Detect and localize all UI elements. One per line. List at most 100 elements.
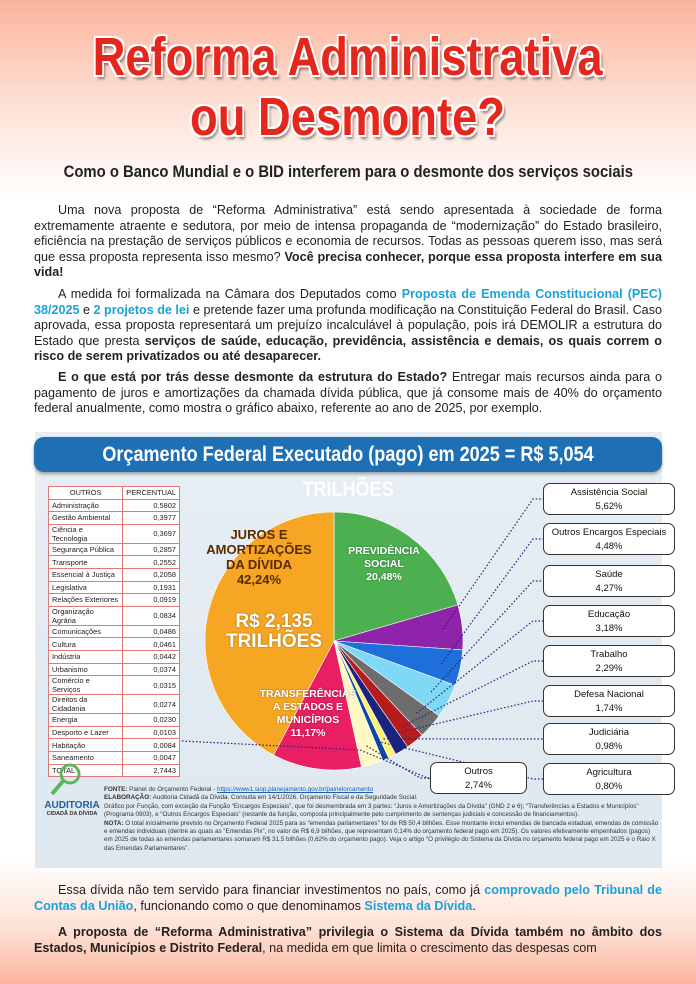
paragraph: A medida foi formalizada na Câmara dos D…	[34, 287, 662, 365]
text-run: e	[79, 302, 94, 317]
connector	[181, 740, 431, 780]
paragraph: E o que está por trás desse desmonte da …	[34, 370, 662, 417]
logo-subname: CIDADÃ DA DÍVIDA	[46, 811, 98, 817]
text-run: Uma nova proposta de “Reforma Administra…	[34, 203, 662, 264]
title-line: Reforma Administrativa	[0, 28, 696, 86]
logo-icon	[50, 763, 81, 796]
note: ELABORAÇÃO: Auditoria Cidadã da Dívida. …	[104, 794, 660, 802]
callout-name: Assistência Social	[570, 487, 648, 498]
paragraph: Uma nova proposta de “Reforma Administra…	[34, 203, 662, 281]
text-run: https://www1.siop.planejamento.gov.br/pa…	[217, 786, 374, 793]
callout-name: Outros	[464, 766, 493, 777]
subtitle-text: Como o Banco Mundial e o BID interferem …	[63, 163, 633, 181]
callout-value: 2,74%	[465, 780, 492, 791]
table-row: Saneamento 0,0047	[47, 750, 180, 765]
text-run: .	[472, 898, 476, 913]
text-run: comprovado pelo Tribunal de Contas da Un…	[34, 883, 663, 913]
table-row: Ciência e Tecnologia 0,3697	[47, 523, 180, 544]
logo-name: AUDITORIA	[44, 800, 100, 811]
text-run: Painel do Orçamento Federal -	[127, 786, 218, 793]
callout-name: Agricultura	[586, 767, 632, 778]
callout: Saúde 4,27%	[543, 565, 675, 597]
callout-name: Trabalho	[590, 649, 628, 660]
note: NOTA: O total inicialmente previsto no O…	[104, 820, 660, 854]
magnifier-handle	[50, 779, 65, 796]
slice-label: PREVIDÊNCIA SOCIAL 20,48%	[328, 545, 440, 584]
slice-name: TRANSFERÊNCIAS A ESTADOS E MUNICÍPIOS	[259, 688, 357, 726]
table-cell: 0,0230	[122, 713, 180, 727]
table-row: Desporto e Lazer 0,0103	[47, 725, 180, 740]
slice-value: 11,17%	[290, 727, 326, 739]
logo: AUDITORIA CIDADÃ DA DÍVIDA	[40, 762, 104, 817]
callout: Agricultura 0,80%	[543, 763, 675, 795]
text-run: NOTA:	[104, 819, 124, 827]
callout: Judiciária 0,98%	[543, 723, 675, 755]
table-cell: Ciência e Tecnologia	[47, 523, 124, 544]
text-run: FONTE:	[104, 786, 128, 793]
text-run: e pretende fazer uma profunda modificaçã…	[34, 302, 662, 348]
callout-value: 1,74%	[595, 703, 623, 714]
connector	[442, 498, 543, 630]
text-run: Auditoria Cidadã da Dívida. Consulta em …	[151, 794, 418, 802]
connector	[416, 620, 543, 714]
text-run: E o que está por trás desse desmonte da …	[58, 370, 448, 384]
callout: Outros 2,74%	[430, 762, 527, 794]
callout: Trabalho 2,29%	[543, 645, 675, 677]
table-row: Organização Agrária 0,0834	[47, 605, 180, 626]
text-run: , funcionando como o que denominamos	[133, 898, 365, 913]
table-row: Transporte 0,2552	[47, 555, 180, 569]
subtitle: Como o Banco Mundial e o BID interferem …	[0, 163, 696, 182]
callout-value: 5,62%	[595, 501, 623, 512]
callout-name: Outros Encargos Especiais	[551, 527, 667, 538]
text-run: A medida foi formalizada na Câmara dos D…	[58, 287, 402, 301]
connector	[391, 700, 543, 735]
slice-value: 42,24%	[236, 572, 282, 587]
chart-notes: FONTE: Painel do Orçamento Federal - htt…	[104, 786, 660, 853]
text-run: 2 projetos de lei	[93, 302, 190, 317]
callout-name: Judiciária	[588, 727, 630, 738]
callout: Outros Encargos Especiais 4,48%	[543, 523, 675, 555]
text-run: Proposta de Emenda Constitucional (PEC) …	[34, 287, 662, 317]
connector	[430, 580, 543, 693]
callout-name: Defesa Nacional	[574, 689, 644, 700]
chart-title: Orçamento Federal Executado (pago) em 20…	[34, 437, 662, 501]
paragraph: Essa dívida não tem servido para financi…	[34, 883, 662, 914]
note: FONTE: Painel do Orçamento Federal - htt…	[104, 786, 660, 794]
slice-label: JUROS E AMORTIZAÇÕES DA DÍVIDA 42,24%	[200, 527, 318, 587]
paragraph: A proposta de “Reforma Administrativa” p…	[34, 925, 662, 956]
table-cell: 0,2058	[122, 567, 180, 582]
connector	[377, 740, 543, 780]
table-cell: 0,0834	[122, 605, 180, 626]
table-cell: 0,3697	[122, 523, 180, 544]
table-cell: Organização Agrária	[47, 605, 124, 626]
title-text: ou Desmonte?	[190, 87, 506, 147]
text-run: serviços de saúde, educação, previdência…	[34, 333, 662, 364]
table-row: Essencial à Justiça 0,2058	[47, 567, 180, 582]
table-row: Comunicações 0,0486	[47, 624, 180, 639]
callout-value: 4,27%	[595, 583, 623, 594]
text-run: Essa dívida não tem servido para financi…	[58, 883, 485, 897]
slice-value: 20,48%	[366, 571, 402, 583]
slice-annotation: R$ 2,135 TRILHÕES	[225, 611, 323, 652]
table-cell: Direitos da Cidadania	[47, 694, 124, 715]
text-run: A proposta de “Reforma Administrativa” p…	[34, 925, 662, 955]
text-run: Gráfico por Função, com exceção da Funçã…	[104, 802, 639, 819]
magnifier	[59, 763, 81, 785]
callout: Defesa Nacional 1,74%	[543, 685, 675, 717]
table-row: TOTAL 2,7443	[47, 763, 180, 778]
text-run: Entregar mais recursos ainda para o paga…	[34, 370, 662, 416]
text-run: Você precisa conhecer, porque essa propo…	[34, 249, 662, 280]
slice-label: TRANSFERÊNCIAS A ESTADOS E MUNICÍPIOS 11,…	[258, 688, 358, 740]
callout-value: 0,98%	[595, 741, 623, 752]
pie-slice	[204, 511, 335, 756]
callout-value: 2,29%	[595, 663, 623, 674]
text-run: , na medida em que limita o crescimento …	[262, 940, 597, 955]
callout-name: Saúde	[595, 569, 623, 580]
callout: Educação 3,18%	[543, 605, 675, 637]
text-run: ELABORAÇÃO:	[104, 794, 152, 802]
callout: Assistência Social 5,62%	[543, 483, 675, 515]
table-row: Energia 0,0230	[47, 713, 180, 727]
